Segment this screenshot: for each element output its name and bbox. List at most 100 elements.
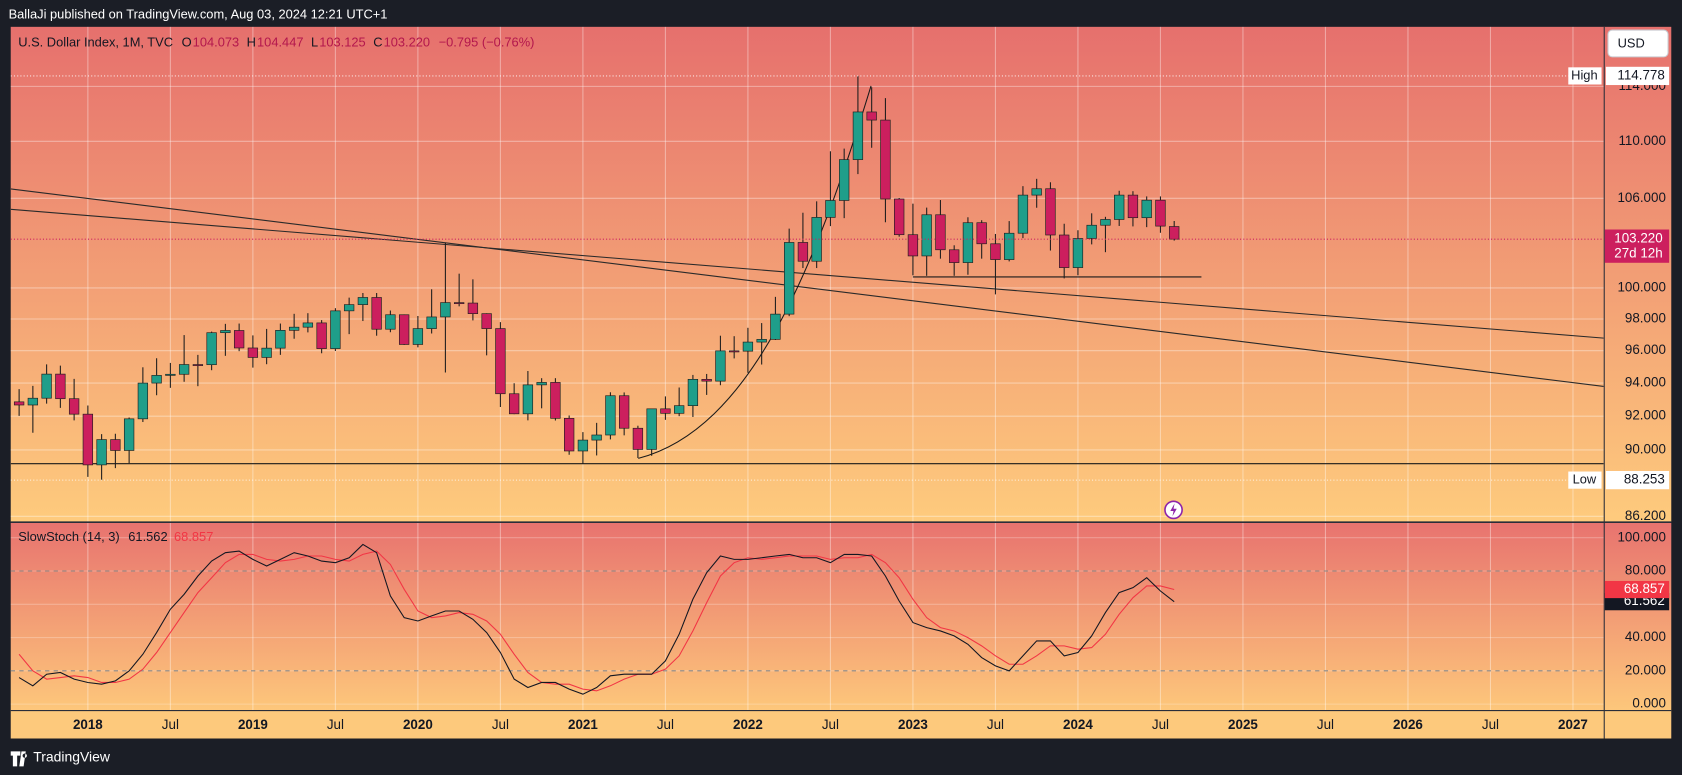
candle-body	[756, 339, 767, 343]
stoch-legend: SlowStoch (14, 3) 61.562 68.857	[18, 529, 213, 544]
candle-body	[1127, 194, 1139, 219]
candle-body	[41, 373, 52, 399]
stoch-line	[18, 543, 1175, 695]
x-tick-label: Jul	[492, 717, 509, 732]
candle-body	[1045, 188, 1056, 236]
legend-value: 68.857	[174, 529, 213, 544]
candle-body	[495, 328, 506, 395]
legend-key: O	[182, 34, 192, 49]
trend-line	[10, 188, 1604, 387]
candle-body	[522, 384, 534, 415]
candle-body	[701, 378, 712, 382]
candle-body	[619, 395, 630, 429]
legend-key: C	[373, 34, 382, 49]
candle-body	[261, 347, 272, 358]
candle-body	[880, 119, 891, 200]
last-value-box	[1604, 580, 1670, 599]
candle-body	[302, 322, 314, 328]
grid	[10, 26, 1604, 711]
candle-body	[866, 111, 877, 121]
legend-key: L	[311, 34, 318, 49]
currency-label[interactable]: USD	[1618, 35, 1645, 50]
legend-key: H	[247, 34, 256, 49]
candle-body	[811, 217, 822, 262]
candle-body	[550, 382, 561, 419]
candle-body	[1031, 188, 1042, 196]
brand-logo: TradingView	[10, 749, 111, 767]
y-tick-label: 106.000	[1617, 190, 1665, 205]
candle-body	[68, 398, 80, 415]
stoch-pane	[10, 522, 1672, 711]
candle-body	[591, 434, 602, 441]
candle-body	[151, 375, 162, 384]
low-value: 88.253	[1624, 472, 1665, 487]
alert-icon[interactable]	[1164, 500, 1183, 520]
x-tick-label: 2027	[1558, 717, 1588, 732]
y-tick-label: 0.000	[1632, 696, 1666, 711]
x-tick-label: 2019	[238, 717, 268, 732]
y-tick-label: 98.000	[1625, 311, 1666, 326]
candle-body	[316, 322, 327, 349]
y-tick-label: 40.000	[1625, 629, 1666, 644]
last-value-label: 68.857	[1624, 581, 1665, 596]
y-tick-label: 92.000	[1625, 408, 1666, 423]
currency-button[interactable]: USD	[1607, 29, 1669, 58]
candle-body	[784, 242, 795, 315]
candle-body	[742, 341, 754, 352]
last-price-box	[1604, 229, 1670, 263]
candle-body	[605, 395, 616, 436]
candle-body	[96, 439, 107, 466]
candle-body	[990, 243, 1001, 260]
legend-value: 104.073	[193, 34, 239, 49]
candle-body	[110, 439, 121, 451]
x-tick-label: 2022	[733, 717, 763, 732]
candle-body	[481, 313, 492, 329]
high-tag: High	[1571, 67, 1597, 82]
candle-body	[343, 304, 355, 312]
x-tick-label: 2024	[1063, 717, 1093, 732]
candle-body	[894, 198, 905, 236]
candle-body	[660, 408, 671, 414]
high-tag-box	[1568, 67, 1602, 85]
y-tick-label: 110.000	[1618, 133, 1665, 148]
candle-body	[178, 364, 190, 375]
candle-body	[1114, 194, 1125, 220]
x-tick-label: Jul	[987, 717, 1004, 732]
candle-body	[770, 313, 781, 340]
y-tick-label: 86.200	[1625, 508, 1666, 523]
candle-body	[921, 214, 932, 257]
legend-value: 61.562	[128, 529, 167, 544]
candle-body	[1072, 238, 1084, 268]
x-tick-label: Jul	[162, 717, 179, 732]
candle-body	[398, 314, 410, 345]
candle-body	[82, 413, 94, 466]
candle-body	[412, 328, 424, 345]
candle-body	[192, 364, 204, 366]
candle-body	[949, 249, 960, 263]
candle-body	[206, 332, 217, 366]
candle-body	[137, 382, 149, 420]
low-tag-box	[1568, 471, 1602, 489]
x-tick-label: 2018	[73, 717, 103, 732]
candle-body	[123, 418, 135, 451]
candle-body	[976, 222, 987, 245]
candle-body	[825, 200, 836, 218]
legend-value: 103.125	[319, 34, 365, 49]
time-axis	[10, 710, 1672, 739]
candle-body	[440, 302, 451, 318]
candle-body	[1155, 199, 1166, 227]
candle-body	[839, 159, 850, 201]
candle-body	[962, 222, 974, 263]
x-tick-label: Jul	[657, 717, 674, 732]
stoch-line	[18, 550, 1175, 692]
candle-body	[330, 310, 341, 349]
price-plot	[10, 75, 1604, 481]
candle-body	[1059, 234, 1070, 268]
symbol-title: U.S. Dollar Index, 1M, TVC	[18, 34, 173, 49]
candle-body	[27, 397, 39, 406]
x-tick-label: 2020	[403, 717, 433, 732]
candle-body	[508, 393, 520, 415]
low-value-box	[1605, 470, 1670, 490]
candle-body	[935, 214, 946, 251]
